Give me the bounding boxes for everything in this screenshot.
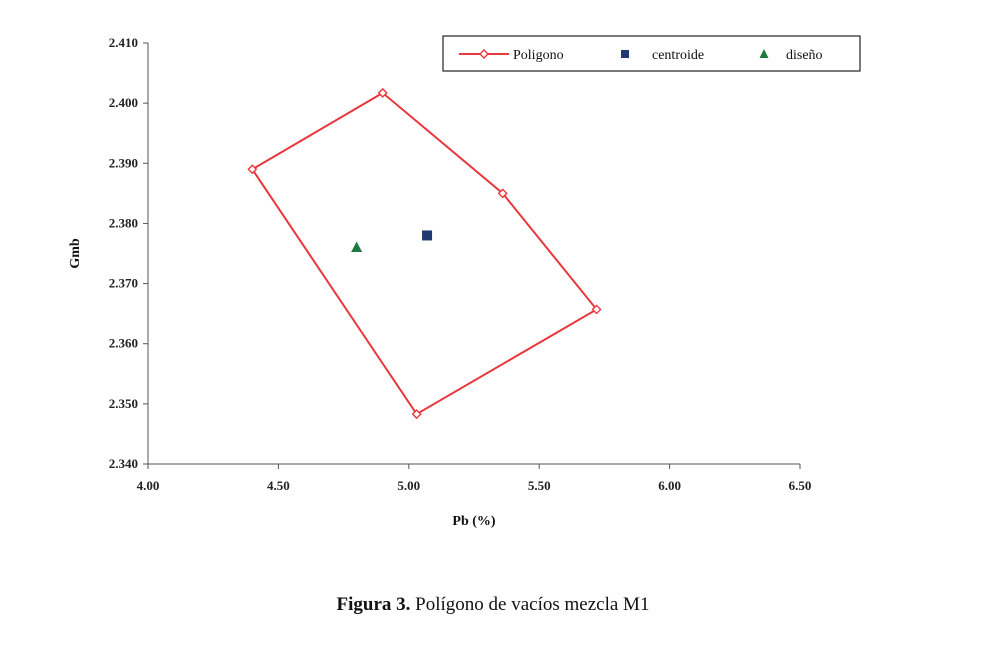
x-tick-label: 5.50	[528, 478, 551, 493]
x-tick-label: 4.50	[267, 478, 290, 493]
legend-box	[442, 35, 861, 72]
polygon-vertex-point	[377, 87, 388, 98]
y-tick-label: 2.380	[109, 215, 138, 230]
plot-area	[247, 87, 602, 420]
caption-text: Polígono de vacíos mezcla M1	[410, 594, 650, 615]
y-tick-label: 2.350	[109, 396, 138, 411]
legend-marker-diseno	[759, 49, 769, 58]
polygon-vertex-point	[591, 304, 602, 315]
centroid-point	[422, 230, 433, 241]
y-tick-label: 2.400	[109, 95, 138, 110]
y-tick-label: 2.360	[109, 336, 138, 351]
x-tick-label: 5.00	[397, 478, 420, 493]
legend-label-poligono: Poligono	[513, 48, 564, 63]
x-tick-label: 6.00	[658, 478, 681, 493]
y-tick-label: 2.390	[109, 155, 138, 170]
design-point	[351, 241, 363, 252]
legend: Poligono centroide diseño	[442, 35, 861, 72]
y-tick-label: 2.340	[109, 456, 138, 471]
polygon-vertex-point	[497, 188, 508, 199]
legend-marker-poligono	[479, 49, 489, 59]
x-axis-title: Pb (%)	[452, 514, 496, 529]
polygon-line	[251, 91, 599, 416]
legend-label-centroide: centroide	[652, 48, 704, 63]
figure-caption: Figura 3. Polígono de vacíos mezcla M1	[0, 594, 986, 616]
polygon-vertex-point	[411, 409, 422, 420]
legend-marker-centroide	[621, 50, 629, 58]
y-tick-label: 2.410	[109, 35, 138, 50]
caption-label: Figura 3.	[336, 594, 411, 615]
x-tick-label: 4.00	[137, 478, 160, 493]
legend-label-diseno: diseño	[786, 48, 823, 63]
y-axis-title: Gmb	[68, 238, 83, 269]
y-tick-label: 2.370	[109, 276, 138, 291]
polygon-vertex-point	[247, 164, 258, 175]
x-tick-label: 6.50	[789, 478, 812, 493]
axes: 4.00 4.50 5.00 5.50 6.00 6.50 2.340 2.350 2.360 2…	[68, 35, 811, 529]
